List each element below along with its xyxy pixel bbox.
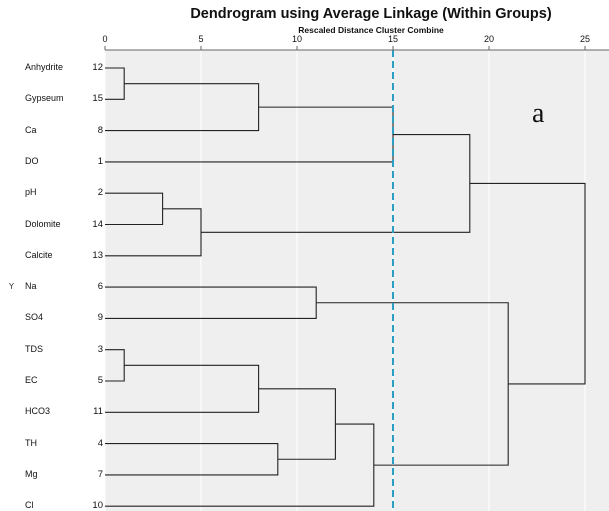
leaf-case-number: 5 xyxy=(97,375,103,386)
leaf-case-number: 7 xyxy=(97,468,103,480)
leaf-label: HCO3 xyxy=(25,406,51,417)
leaf-label: Mg xyxy=(25,468,38,479)
axis-tick-label: 5 xyxy=(198,34,204,44)
axis-tick-label: 0 xyxy=(102,34,108,44)
leaf-case-number: 15 xyxy=(92,93,103,105)
leaf-label: Anhydrite xyxy=(25,62,64,72)
chart-subtitle: Rescaled Distance Cluster Combine xyxy=(298,25,444,35)
leaf-label: Cl xyxy=(25,500,34,511)
leaf-case-number: 2 xyxy=(97,187,103,199)
leaf-case-number: 13 xyxy=(92,249,103,261)
leaf-case-number: 12 xyxy=(92,62,103,73)
leaf-label: TH xyxy=(25,437,37,448)
leaf-case-number: 10 xyxy=(92,500,103,511)
leaf-case-number: 8 xyxy=(97,124,103,136)
leaf-case-number: 6 xyxy=(97,281,103,293)
leaf-label: Gypseum xyxy=(25,93,64,104)
leaf-label: pH xyxy=(25,187,37,198)
leaf-case-number: 1 xyxy=(97,155,103,167)
leaf-label: Ca xyxy=(25,124,37,135)
leaf-label: EC xyxy=(25,375,38,385)
dendrogram-links xyxy=(105,67,586,507)
leaf-case-number: 11 xyxy=(93,406,103,418)
dendrogram-link xyxy=(469,182,586,385)
gridlines xyxy=(104,50,586,511)
leaf-label: DO xyxy=(25,155,39,166)
leaf-label: Dolomite xyxy=(25,218,61,229)
leaf-label: Na xyxy=(25,281,37,292)
leaf-case-number: 4 xyxy=(97,437,103,449)
leaf-label: TDS xyxy=(25,343,43,354)
panel-letter: a xyxy=(532,98,545,129)
axis-tick-label: 15 xyxy=(387,34,398,44)
leaf-case-number: 14 xyxy=(92,218,103,230)
axis-tick-label: 25 xyxy=(579,34,590,44)
plot-area xyxy=(105,50,609,511)
axis-tick-label: 10 xyxy=(291,34,302,44)
chart-title: Dendrogram using Average Linkage (Within… xyxy=(190,6,552,22)
axis-ticks xyxy=(104,46,586,50)
row-marker-icon: Y xyxy=(9,282,14,291)
axis-tick-label: 20 xyxy=(483,34,494,44)
leaf-label: Calcite xyxy=(25,249,53,260)
leaf-label: SO4 xyxy=(25,312,44,323)
leaf-case-number: 9 xyxy=(97,312,103,324)
leaf-case-number: 3 xyxy=(97,343,103,355)
